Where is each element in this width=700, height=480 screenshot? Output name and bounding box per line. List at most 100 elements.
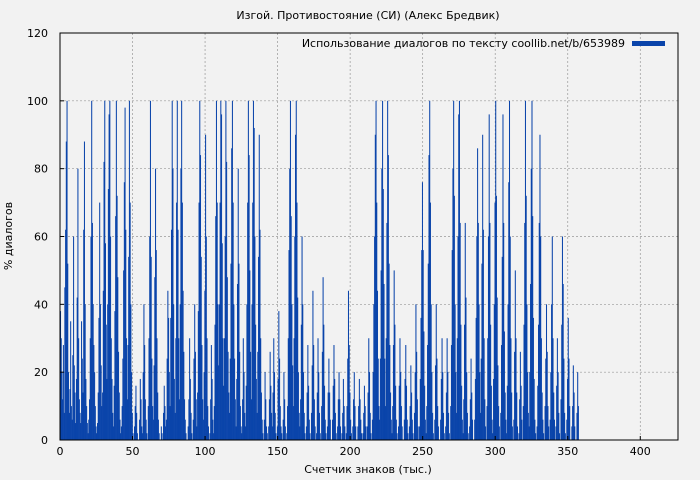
bar	[476, 236, 478, 440]
bar	[206, 338, 208, 440]
bar	[160, 426, 162, 440]
bar	[322, 277, 324, 440]
bar	[524, 100, 526, 440]
bar	[463, 399, 465, 440]
bar	[165, 419, 167, 440]
bar	[405, 345, 407, 440]
bar	[540, 338, 542, 440]
bar	[500, 412, 502, 440]
bar	[229, 412, 231, 440]
y-tick-label: 120	[27, 27, 48, 40]
bar	[103, 161, 105, 440]
bar	[252, 100, 254, 440]
bar	[432, 412, 434, 440]
y-axis-ticks: 0 20 40 60 80 100 120	[27, 27, 64, 447]
bar	[464, 324, 466, 440]
bar	[466, 412, 468, 440]
bar	[544, 406, 546, 440]
bar	[135, 385, 137, 440]
y-tick-label: 0	[41, 434, 48, 447]
bar	[192, 419, 194, 440]
bar	[535, 433, 537, 440]
bar	[91, 222, 93, 440]
bar	[334, 412, 336, 440]
bar	[538, 324, 540, 440]
bar	[114, 311, 116, 440]
bar	[276, 426, 278, 440]
bar	[189, 378, 191, 440]
bar	[390, 392, 392, 440]
bar	[247, 202, 249, 440]
bar	[538, 222, 540, 440]
bar	[564, 412, 566, 440]
bar	[75, 423, 77, 440]
bar	[569, 406, 571, 440]
bar	[91, 100, 93, 440]
bar	[460, 324, 462, 440]
bar	[304, 433, 306, 440]
bar	[360, 419, 362, 440]
bar	[211, 378, 213, 440]
bar	[116, 195, 118, 440]
y-tick-label: 100	[27, 95, 48, 108]
bar	[374, 134, 376, 440]
bar	[372, 372, 374, 440]
bar	[94, 406, 96, 440]
bar	[127, 345, 129, 440]
bar	[358, 378, 360, 440]
bar	[178, 338, 180, 440]
bar	[298, 412, 300, 440]
x-axis-ticks: 0 50 100 150 200 250 300 350 400	[57, 436, 651, 458]
bar	[157, 392, 159, 440]
bar	[104, 243, 106, 440]
bar	[392, 406, 394, 440]
bar	[181, 100, 183, 440]
bar	[374, 236, 376, 440]
bar	[483, 338, 485, 440]
bar	[490, 324, 492, 440]
bar	[391, 433, 393, 440]
bar	[563, 358, 565, 440]
bar	[101, 406, 103, 440]
bar	[188, 399, 190, 440]
bar	[303, 412, 305, 440]
bar	[398, 426, 400, 440]
bar	[530, 283, 532, 440]
bar	[290, 216, 292, 440]
bar	[79, 412, 81, 440]
bar	[400, 406, 402, 440]
bar	[288, 250, 290, 440]
bar	[112, 412, 114, 440]
bar	[426, 406, 428, 440]
bar	[251, 304, 253, 440]
bar	[233, 304, 235, 440]
x-tick-label: 400	[630, 445, 651, 458]
bar	[163, 412, 165, 440]
bar	[274, 412, 276, 440]
bar	[271, 412, 273, 440]
bar	[435, 365, 437, 440]
bar	[184, 399, 186, 440]
bar	[156, 338, 158, 440]
bar	[176, 100, 178, 440]
bar	[543, 433, 545, 440]
bar	[154, 277, 156, 440]
bar	[507, 304, 509, 440]
bar	[174, 412, 176, 440]
bar	[201, 345, 203, 440]
bar	[255, 378, 257, 440]
bar	[522, 406, 524, 440]
bar	[456, 412, 458, 440]
bar	[210, 399, 212, 440]
bar	[110, 236, 112, 440]
bar	[573, 392, 575, 440]
bar	[448, 433, 450, 440]
bars-group	[60, 100, 579, 441]
bar	[189, 338, 191, 440]
bar	[199, 100, 201, 440]
bar	[212, 419, 214, 440]
bar	[492, 433, 494, 440]
bar	[443, 433, 445, 440]
bar	[117, 277, 119, 440]
bar	[380, 270, 382, 440]
